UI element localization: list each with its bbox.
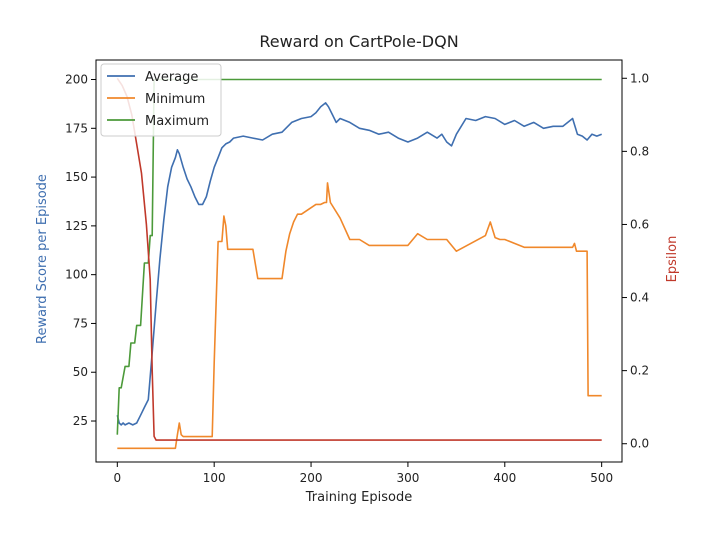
plot-frame <box>95 59 623 463</box>
y-tick-label: 175 <box>65 121 88 135</box>
y-tick-label: 125 <box>65 219 88 233</box>
y-tick-label: 25 <box>73 414 88 428</box>
y2-tick-label: 0.2 <box>630 364 649 378</box>
legend: Average Minimum Maximum <box>100 63 222 137</box>
average-series-line <box>116 102 602 426</box>
legend-label-maximum: Maximum <box>145 114 209 129</box>
y2-tick-label: 0.4 <box>630 291 649 305</box>
y-tick-label: 200 <box>65 73 88 87</box>
y-axis-label: Reward Score per Episode <box>35 174 50 344</box>
x-tick-label: 0 <box>113 471 121 485</box>
x-tick-label: 400 <box>493 471 516 485</box>
y-tick-label: 150 <box>65 170 88 184</box>
legend-label-average: Average <box>145 70 198 85</box>
y2-tick-label: 0.6 <box>630 217 649 231</box>
y2-tick-label: 1.0 <box>630 71 649 85</box>
y-tick-label: 100 <box>65 268 88 282</box>
x-tick-label: 100 <box>203 471 226 485</box>
y2-tick-label: 0.8 <box>630 144 649 158</box>
y-tick-label: 75 <box>73 316 88 330</box>
legend-box <box>100 63 222 137</box>
y2-axis-label: Epsilon <box>665 236 680 283</box>
x-axis-label: Training Episode <box>305 490 412 505</box>
x-tick-label: 500 <box>590 471 613 485</box>
minimum-series-line <box>117 182 602 450</box>
y2-tick-label: 0.0 <box>630 437 649 451</box>
chart-title: Reward on CartPole-DQN <box>259 32 458 51</box>
axes: 0 100 200 300 400 500 25 50 75 100 125 150 175 200 0.0… <box>65 71 649 485</box>
legend-label-minimum: Minimum <box>145 92 205 107</box>
x-tick-label: 200 <box>300 471 323 485</box>
y-tick-label: 50 <box>73 365 88 379</box>
x-tick-label: 300 <box>396 471 419 485</box>
